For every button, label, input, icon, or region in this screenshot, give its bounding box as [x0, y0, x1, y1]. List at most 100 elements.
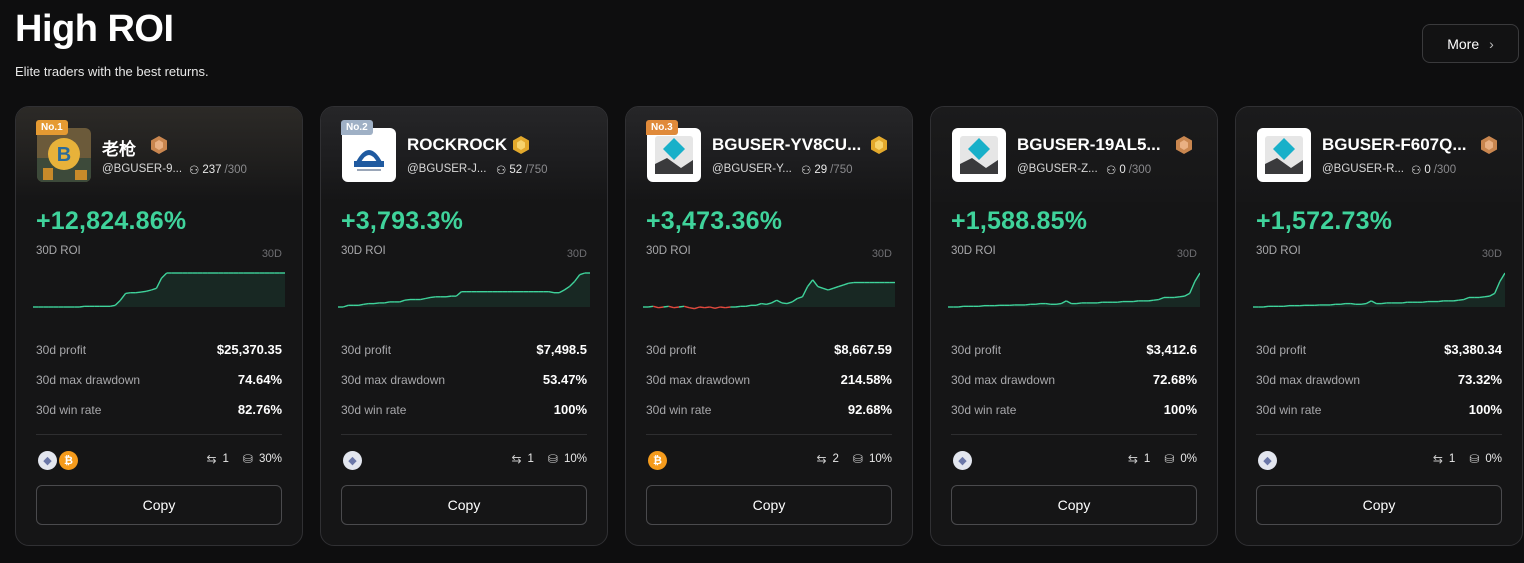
copy-stats: ⇆ 1 ⛁ 0%: [1433, 452, 1502, 466]
followers-value: 237: [202, 164, 222, 176]
sparkline-segment: [663, 305, 669, 308]
sparkline-segment: [797, 296, 803, 300]
sparkline-segment: [817, 285, 824, 289]
sparkline-area: [1253, 273, 1505, 307]
copy-button[interactable]: Copy: [646, 485, 892, 525]
more-button[interactable]: More ›: [1422, 24, 1519, 63]
winrate-value: 100%: [1163, 402, 1197, 417]
sparkline-segment: [1158, 296, 1165, 301]
trader-card[interactable]: No.2 ROCKROCK @BGUSER-J... ⚇ 52/750 +3,7…: [320, 106, 608, 546]
roi-value: +1,572.73%: [1256, 207, 1393, 235]
sparkline-area: [338, 273, 590, 307]
followers-count: ⚇ 0/300: [1411, 163, 1456, 177]
copy-stats: ⇆ 1 ⛁ 30%: [206, 452, 282, 466]
profit-row: 30d profit $7,498.5: [341, 342, 587, 357]
sparkline-segment: [1494, 281, 1501, 294]
sparkline-segment: [1489, 292, 1496, 297]
profit-label: 30d profit: [36, 342, 87, 357]
share-percent: 30%: [258, 453, 282, 465]
people-icon: ⚇: [1411, 165, 1422, 177]
profit-value: $3,380.34: [1444, 342, 1502, 357]
followers-max: /300: [1128, 164, 1152, 176]
trader-card[interactable]: BGUSER-19AL5... @BGUSER-Z... ⚇ 0/300 +1,…: [930, 106, 1218, 546]
svg-text:B: B: [57, 144, 71, 166]
followers-max: /300: [1433, 164, 1457, 176]
coin-list: ◆: [343, 451, 364, 470]
sparkline-segment: [827, 287, 834, 291]
copy-button[interactable]: Copy: [36, 485, 282, 525]
sparkline-segment: [1463, 296, 1470, 301]
roi-value: +12,824.86%: [36, 207, 187, 235]
sparkline-segment: [714, 306, 721, 310]
pairs-count: 1: [222, 453, 229, 465]
profit-label: 30d profit: [646, 342, 697, 357]
avatar[interactable]: [647, 128, 701, 182]
copy-button[interactable]: Copy: [1256, 485, 1502, 525]
swap-arrows-icon: ⇆: [1127, 452, 1138, 466]
avatar[interactable]: B: [37, 128, 91, 182]
sparkline-segment: [1153, 298, 1159, 301]
sparkline-segment: [694, 306, 700, 310]
roi-sparkline: [1253, 272, 1505, 308]
trader-card[interactable]: No.1 B 老枪 @BGUSER-9... ⚇ 237/300 +12,824…: [15, 106, 303, 546]
winrate-value: 100%: [553, 402, 587, 417]
pairs-count: 2: [832, 453, 839, 465]
roi-value: +3,793.3%: [341, 207, 464, 235]
sparkline-segment: [1263, 305, 1269, 308]
sparkline-segment: [373, 302, 380, 305]
trader-name[interactable]: BGUSER-YV8CU...: [712, 135, 862, 154]
drawdown-label: 30d max drawdown: [341, 372, 446, 387]
trader-card[interactable]: BGUSER-F607Q... @BGUSER-R... ⚇ 0/300 +1,…: [1235, 106, 1523, 546]
chart-period: 30D: [871, 248, 892, 260]
sparkline-segment: [683, 305, 690, 309]
sparkline-segment: [709, 306, 716, 310]
sparkline-segment: [574, 274, 581, 282]
sparkline-segment: [755, 302, 762, 306]
coin-stack-icon: ⛁: [547, 452, 558, 466]
winrate-label: 30d win rate: [951, 402, 1017, 417]
trader-name[interactable]: 老枪: [102, 140, 136, 159]
drawdown-row: 30d max drawdown 74.64%: [36, 372, 282, 387]
copy-stats: ⇆ 2 ⛁ 10%: [816, 452, 892, 466]
drawdown-row: 30d max drawdown 53.47%: [341, 372, 587, 387]
roi-label: 30D ROI: [1256, 245, 1301, 257]
sparkline-segment: [1479, 296, 1485, 299]
winrate-value: 92.68%: [847, 402, 892, 417]
trader-card[interactable]: No.3 BGUSER-YV8CU... @BGUSER-Y... ⚇ 29/7…: [625, 106, 913, 546]
trader-handle: @BGUSER-J...: [407, 163, 487, 175]
pairs-count: 1: [1448, 453, 1456, 465]
trader-name[interactable]: BGUSER-F607Q...: [1322, 135, 1467, 154]
sparkline-segment: [579, 272, 586, 276]
people-icon: ⚇: [801, 165, 812, 177]
share-percent: 0%: [1485, 453, 1502, 465]
copy-button[interactable]: Copy: [341, 485, 587, 525]
sparkline-segment: [673, 306, 680, 309]
winrate-label: 30d win rate: [341, 402, 407, 417]
trader-name[interactable]: BGUSER-19AL5...: [1017, 135, 1161, 154]
share-percent: 10%: [563, 453, 587, 465]
roi-label: 30D ROI: [36, 245, 81, 257]
divider: [951, 434, 1197, 435]
profit-label: 30d profit: [951, 342, 1002, 357]
sparkline-segment: [1360, 302, 1367, 305]
avatar[interactable]: [342, 128, 396, 182]
pairs-count: 1: [1143, 453, 1151, 465]
sparkline-segment: [648, 305, 654, 308]
sparkline-segment: [776, 299, 783, 304]
sparkline-segment: [958, 305, 964, 308]
eth-coin-icon: ◆: [1258, 451, 1277, 470]
sparkline-segment: [807, 279, 814, 288]
sparkline-segment: [781, 302, 788, 305]
copy-stats: ⇆ 1 ⛁ 0%: [1128, 452, 1197, 466]
trader-handle: @BGUSER-Y...: [712, 163, 792, 175]
copy-button[interactable]: Copy: [951, 485, 1197, 525]
trader-name[interactable]: ROCKROCK: [407, 135, 508, 154]
avatar[interactable]: [1257, 128, 1311, 182]
profit-row: 30d profit $3,380.34: [1256, 342, 1502, 357]
rank-badge: No.2: [341, 120, 373, 135]
sparkline-segment: [1133, 300, 1139, 303]
sparkline-segment: [1055, 302, 1062, 305]
avatar[interactable]: [952, 128, 1006, 182]
winrate-value: 82.76%: [237, 402, 282, 417]
sparkline-segment: [1438, 300, 1444, 303]
